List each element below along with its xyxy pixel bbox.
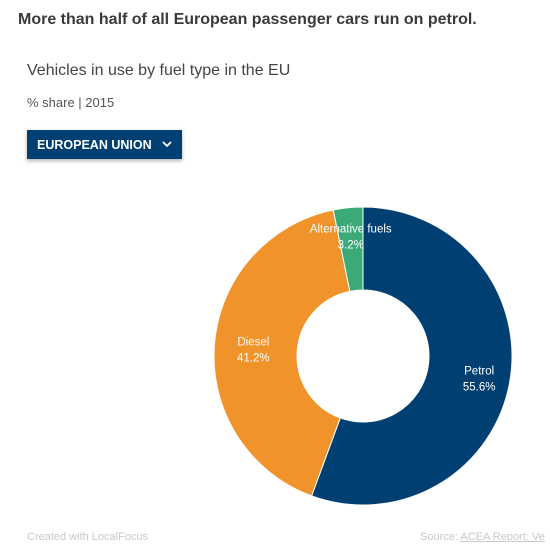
slice-petrol[interactable] [311, 206, 513, 506]
source-link[interactable]: ACEA Report: Ve [460, 531, 545, 543]
created-with-credit[interactable]: Created with LocalFocus [27, 531, 149, 543]
region-dropdown[interactable]: EUROPEAN UNION [27, 130, 182, 159]
chart-title: Vehicles in use by fuel type in the EU [27, 62, 291, 79]
slice-label-name: Diesel [237, 337, 269, 349]
region-dropdown-label: EUROPEAN UNION [37, 137, 152, 152]
slice-label-name: Petrol [464, 366, 494, 378]
source-prefix: Source: [420, 531, 461, 543]
slice-label-value: 3.2% [338, 240, 364, 252]
slice-diesel[interactable] [213, 209, 351, 497]
headline: More than half of all European passenger… [18, 11, 477, 28]
slice-label-name: Alternative fuels [310, 224, 392, 236]
chevron-down-icon [161, 141, 172, 148]
slice-alternative-fuels[interactable] [332, 206, 364, 292]
slice-label-value: 41.2% [237, 353, 270, 365]
chart-subtitle: % share | 2015 [27, 95, 115, 110]
source-note: Source: ACEA Report: Ve [420, 531, 545, 543]
slice-label-value: 55.6% [463, 382, 496, 394]
